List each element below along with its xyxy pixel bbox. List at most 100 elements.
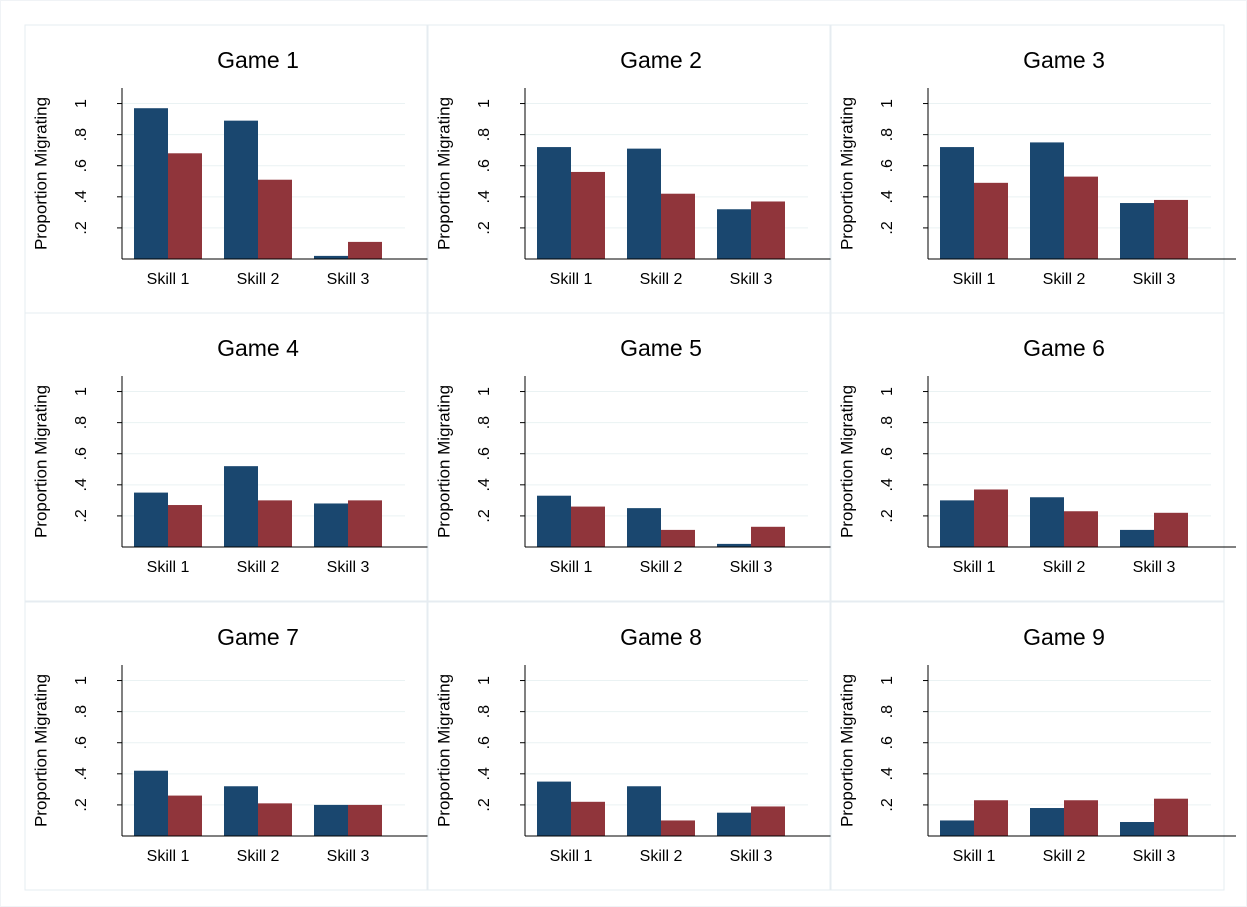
bar <box>258 179 292 259</box>
bar <box>974 800 1008 836</box>
bar <box>1030 497 1064 547</box>
bar <box>1064 176 1098 259</box>
bar <box>627 786 661 836</box>
x-tick-label: Skill 3 <box>327 559 370 576</box>
y-tick-label: .2 <box>476 798 493 811</box>
panel-frame <box>427 312 831 602</box>
y-tick-label: 1 <box>476 99 493 108</box>
x-tick-label: Skill 2 <box>237 559 280 576</box>
bar <box>661 193 695 259</box>
bar <box>537 495 571 547</box>
x-tick-label: Skill 1 <box>147 559 190 576</box>
bar <box>224 120 258 260</box>
bar <box>224 786 258 836</box>
bar <box>1030 808 1064 836</box>
bar <box>717 209 751 259</box>
bar <box>348 241 382 259</box>
y-tick-label: .8 <box>73 705 90 718</box>
x-tick-label: Skill 3 <box>730 848 773 865</box>
panel-frame <box>24 312 428 602</box>
y-tick-label: .4 <box>73 190 90 203</box>
bar <box>751 526 785 547</box>
x-tick-label: Skill 3 <box>327 848 370 865</box>
bar <box>571 171 605 259</box>
bar <box>314 503 348 547</box>
bar <box>1120 203 1154 259</box>
bar <box>1064 511 1098 547</box>
x-tick-label: Skill 2 <box>237 848 280 865</box>
bar <box>1120 822 1154 836</box>
bar <box>751 201 785 259</box>
y-tick-label: .2 <box>476 221 493 234</box>
bar <box>717 812 751 836</box>
y-tick-label: .8 <box>476 416 493 429</box>
y-axis-label: Proportion Migrating <box>837 385 856 538</box>
y-tick-label: .8 <box>73 128 90 141</box>
y-tick-label: .4 <box>879 767 896 780</box>
x-tick-label: Skill 1 <box>550 848 593 865</box>
bar <box>717 543 751 547</box>
bar <box>537 147 571 259</box>
bar <box>571 506 605 547</box>
y-tick-label: .4 <box>73 478 90 491</box>
chart-title: Game 7 <box>217 624 299 650</box>
bar <box>627 508 661 547</box>
x-tick-label: Skill 1 <box>550 271 593 288</box>
y-tick-label: .4 <box>879 478 896 491</box>
x-tick-label: Skill 2 <box>237 271 280 288</box>
x-tick-label: Skill 3 <box>1133 559 1176 576</box>
y-tick-label: .6 <box>476 736 493 749</box>
bar <box>661 820 695 836</box>
x-tick-label: Skill 2 <box>640 271 683 288</box>
y-tick-label: .8 <box>73 416 90 429</box>
panel: Game 9 Proportion Migrating .2 .4 .6 .8 1 Skill… <box>830 601 1236 891</box>
x-tick-label: Skill 2 <box>640 848 683 865</box>
panel-frame <box>830 24 1225 314</box>
x-tick-label: Skill 1 <box>147 271 190 288</box>
chart-title: Game 4 <box>217 335 299 361</box>
bar <box>1154 798 1188 836</box>
y-tick-label: .8 <box>476 128 493 141</box>
bar <box>571 801 605 836</box>
y-tick-label: .6 <box>73 736 90 749</box>
y-tick-label: 1 <box>879 387 896 396</box>
panel: Game 6 Proportion Migrating .2 .4 .6 .8 1 Skill… <box>830 312 1236 602</box>
y-tick-label: 1 <box>879 99 896 108</box>
bar <box>314 804 348 836</box>
panel: Game 3 Proportion Migrating .2 .4 .6 .8 1 Skill… <box>830 24 1236 314</box>
x-tick-label: Skill 3 <box>730 271 773 288</box>
panel-frame <box>427 601 831 891</box>
bar <box>134 108 168 259</box>
y-tick-label: .2 <box>879 798 896 811</box>
panel: Game 1 Proportion Migrating .2 .4 .6 .8 1 Skill… <box>24 24 430 314</box>
y-tick-label: 1 <box>73 387 90 396</box>
bar <box>134 770 168 836</box>
y-tick-label: .6 <box>476 159 493 172</box>
y-tick-label: .6 <box>879 736 896 749</box>
panel: Game 4 Proportion Migrating .2 .4 .6 .8 1 Skill… <box>24 312 430 602</box>
y-tick-label: .4 <box>879 190 896 203</box>
panel: Game 2 Proportion Migrating .2 .4 .6 .8 1 Skill… <box>427 24 833 314</box>
bar <box>661 529 695 547</box>
bar <box>168 153 202 259</box>
y-tick-label: .2 <box>476 509 493 522</box>
bar <box>940 820 974 836</box>
y-tick-label: .4 <box>476 767 493 780</box>
chart-title: Game 9 <box>1023 624 1105 650</box>
panel: Game 8 Proportion Migrating .2 .4 .6 .8 1 Skill… <box>427 601 833 891</box>
x-tick-label: Skill 3 <box>1133 848 1176 865</box>
x-tick-label: Skill 3 <box>1133 271 1176 288</box>
bar <box>627 148 661 259</box>
y-axis-label: Proportion Migrating <box>31 97 50 250</box>
bar <box>537 781 571 836</box>
y-tick-label: .8 <box>879 705 896 718</box>
x-tick-label: Skill 2 <box>1043 271 1086 288</box>
y-tick-label: 1 <box>73 99 90 108</box>
chart-title: Game 1 <box>217 47 299 73</box>
panel: Game 5 Proportion Migrating .2 .4 .6 .8 1 Skill… <box>427 312 833 602</box>
bar <box>258 803 292 836</box>
panel-frame <box>24 601 428 891</box>
y-axis-label: Proportion Migrating <box>434 385 453 538</box>
y-tick-label: .6 <box>879 447 896 460</box>
